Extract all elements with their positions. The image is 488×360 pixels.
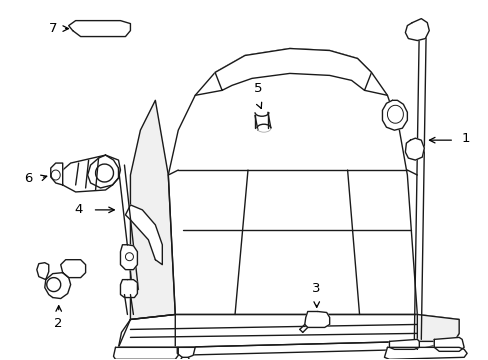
Text: 4: 4 [74, 203, 82, 216]
Polygon shape [384, 347, 466, 359]
Polygon shape [177, 347, 195, 357]
Polygon shape [304, 311, 329, 328]
Text: 2: 2 [54, 318, 63, 330]
Polygon shape [168, 49, 416, 315]
Polygon shape [433, 337, 463, 351]
Polygon shape [61, 155, 120, 192]
Polygon shape [388, 339, 419, 349]
Polygon shape [382, 100, 407, 130]
Polygon shape [118, 315, 458, 347]
Polygon shape [118, 315, 175, 355]
Polygon shape [118, 333, 458, 355]
Text: 3: 3 [312, 282, 320, 294]
Polygon shape [120, 280, 137, 298]
Polygon shape [51, 163, 62, 185]
Polygon shape [68, 21, 130, 37]
Polygon shape [215, 49, 371, 90]
Polygon shape [37, 263, 49, 280]
Text: 1: 1 [460, 132, 468, 145]
Polygon shape [120, 245, 137, 270]
Polygon shape [113, 347, 178, 359]
Polygon shape [125, 205, 162, 265]
Polygon shape [45, 273, 71, 298]
Polygon shape [87, 155, 118, 188]
Polygon shape [61, 260, 85, 278]
Text: 6: 6 [24, 171, 33, 185]
Text: 7: 7 [49, 22, 58, 35]
Polygon shape [130, 100, 175, 319]
Polygon shape [405, 138, 424, 160]
Polygon shape [416, 315, 458, 349]
Polygon shape [405, 19, 428, 41]
Text: 5: 5 [253, 82, 262, 95]
